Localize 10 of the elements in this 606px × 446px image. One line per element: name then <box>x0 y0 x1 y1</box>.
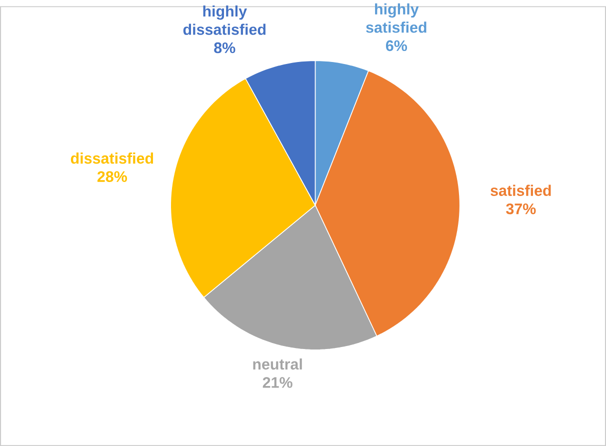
slice-label: dissatisfied <box>70 152 154 164</box>
slice-label: highly satisfied <box>366 3 426 33</box>
slice-label: highly dissatisfied <box>183 5 266 35</box>
slice-label: neutral <box>253 358 302 370</box>
data-label: 8% <box>214 42 236 54</box>
data-label: 28% <box>97 171 127 182</box>
data-label: 37% <box>506 203 536 214</box>
data-label: 6% <box>386 40 408 52</box>
slice-label: satisfied <box>490 184 551 196</box>
data-label: 21% <box>262 377 292 388</box>
